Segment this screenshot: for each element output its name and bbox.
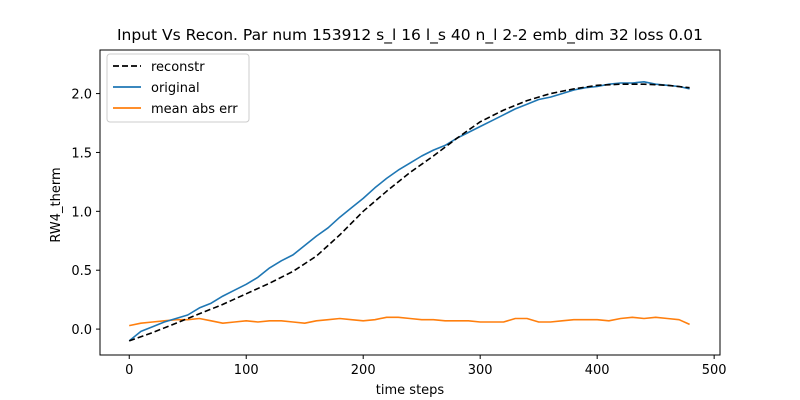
y-tick-label: 1.0 [71,205,92,220]
y-tick-label: 1.5 [71,146,92,161]
y-tick-label: 0.0 [71,323,92,338]
x-tick-label: 500 [702,363,727,378]
legend-box [106,53,250,123]
legend: reconstr original mean abs err [106,53,250,123]
chart-title: Input Vs Recon. Par num 153912 s_l 16 l_… [117,26,703,45]
x-tick-label: 400 [585,363,610,378]
series-line-original [128,81,690,342]
x-tick-label: 300 [468,363,493,378]
legend-label: original [151,81,200,96]
x-tick-label: 0 [125,363,133,378]
series-layer [128,81,690,342]
axes-frame [99,49,721,356]
x-tick-label: 200 [351,363,376,378]
axis-ticks: 0 100 200 300 400 500 0.0 0.5 1.0 1.5 2.0 [71,88,726,378]
series-line-mean-abs-err [129,316,690,327]
y-tick-label: 0.5 [71,264,92,279]
y-tick-label: 2.0 [71,88,92,103]
series-line-reconstr [128,83,690,342]
legend-label: mean abs err [151,102,238,117]
legend-label: reconstr [151,60,205,75]
x-axis-label: time steps [376,383,445,398]
x-tick-label: 100 [234,363,259,378]
y-axis-label: RW4_therm [49,167,64,242]
